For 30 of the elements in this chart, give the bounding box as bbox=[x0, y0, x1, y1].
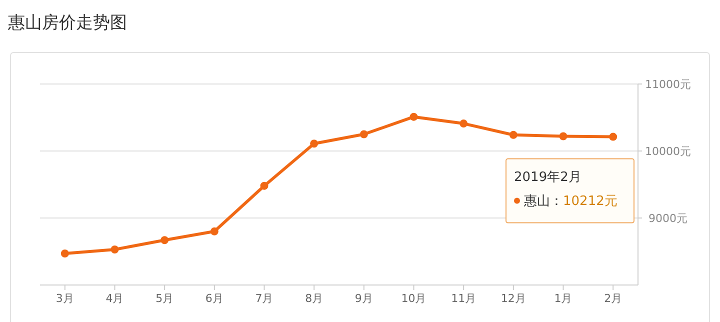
point bbox=[210, 227, 218, 236]
x-tick-label: 5月 bbox=[156, 292, 174, 305]
x-tick-label: 8月 bbox=[305, 292, 324, 305]
point bbox=[609, 132, 618, 141]
point bbox=[360, 130, 368, 138]
point bbox=[110, 245, 119, 254]
y-tick-label: 11000元 bbox=[645, 78, 691, 91]
annotation: 惠山：10212元 bbox=[523, 194, 618, 209]
point bbox=[310, 140, 318, 148]
x-tick-label: 11月 bbox=[451, 292, 476, 305]
point bbox=[260, 182, 268, 190]
point bbox=[460, 120, 468, 128]
point bbox=[559, 132, 568, 140]
x-tick-label: 1月 bbox=[554, 292, 572, 305]
point bbox=[160, 236, 169, 244]
x-tick-label: 7月 bbox=[255, 292, 274, 305]
point bbox=[509, 130, 518, 139]
y-tick-label: 9000元 bbox=[648, 212, 688, 225]
chart-title: 惠山房价走势图 bbox=[7, 13, 127, 33]
point bbox=[410, 112, 418, 121]
x-tick-label: 12月 bbox=[500, 292, 526, 305]
x-tick-label: 6月 bbox=[205, 292, 224, 305]
x-tick-label: 2月 bbox=[604, 292, 622, 305]
x-tick-label: 4月 bbox=[106, 292, 124, 305]
x-tick-label: 9月 bbox=[354, 292, 373, 305]
x-tick-label: 3月 bbox=[56, 292, 74, 305]
x-tick-label: 10月 bbox=[401, 292, 426, 305]
annotation: 2019年2月 bbox=[514, 170, 582, 185]
y-tick-label: 10000元 bbox=[645, 144, 691, 158]
point bbox=[60, 250, 69, 258]
